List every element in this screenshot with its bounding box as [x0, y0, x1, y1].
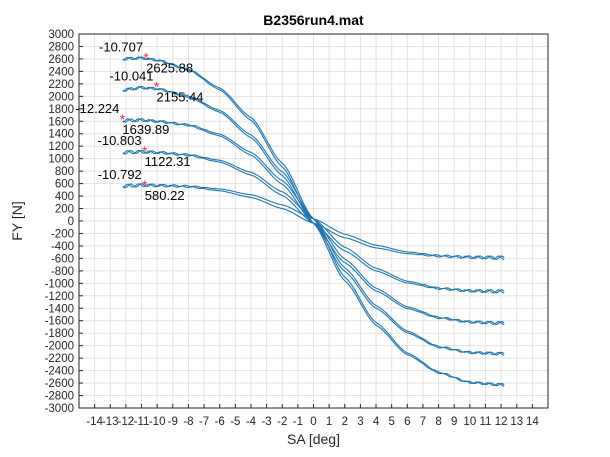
x-tick-label: 6	[404, 416, 410, 428]
y-tick-label: 400	[55, 191, 74, 203]
y-tick-label: 2200	[48, 79, 74, 91]
x-tick-label: -4	[246, 416, 257, 428]
data-tip-x: -10.707	[99, 39, 143, 54]
y-tick-label: 2800	[48, 41, 74, 53]
x-tick-label: 13	[510, 416, 523, 428]
data-tip-y: 2625.88	[146, 60, 193, 75]
x-tick-label: 14	[526, 416, 539, 428]
x-axis-label: SA [deg]	[287, 431, 340, 447]
x-tick-label: 1	[326, 416, 332, 428]
y-tick-label: 1600	[48, 116, 74, 128]
series-line	[122, 183, 505, 261]
data-tip-marker: *	[154, 79, 160, 95]
x-tick-label: -14	[86, 416, 103, 428]
data-tip: *-10.041 2155.44	[109, 69, 203, 105]
x-tick-label: -9	[168, 416, 178, 428]
x-tick-label: 10	[463, 416, 476, 428]
y-tick-label: 2600	[48, 54, 74, 66]
x-tick-label: 4	[373, 416, 380, 428]
data-tip-marker: *	[142, 177, 148, 193]
y-tick-label: -800	[51, 266, 74, 278]
x-tick-label: 3	[357, 416, 363, 428]
y-tick-label: 2000	[48, 91, 74, 103]
y-tick-label: 3000	[48, 29, 74, 41]
x-tick-label: 9	[451, 416, 457, 428]
y-tick-label: 800	[55, 166, 74, 178]
series-line	[122, 183, 505, 260]
data-tip-x: -10.803	[98, 133, 142, 148]
y-tick-label: 1200	[48, 141, 74, 153]
y-tick-label: -1000	[45, 278, 74, 290]
y-tick-label: 0	[68, 216, 74, 228]
x-tick-label: -12	[118, 416, 135, 428]
y-tick-label: -1400	[45, 303, 74, 315]
x-tick-label: 7	[420, 416, 426, 428]
y-tick-label: 2400	[48, 66, 74, 78]
y-tick-label: -600	[51, 253, 74, 265]
data-tip-marker: *	[143, 49, 149, 65]
data-tip-marker: *	[142, 143, 148, 159]
y-tick-label: 1400	[48, 129, 74, 141]
y-tick-label: 600	[55, 179, 74, 191]
y-tick-label: -2400	[45, 366, 74, 378]
data-tip-y: 1639.89	[122, 122, 169, 137]
tick-labels: -14 -13 -12 -11 -10 -9 -8 -7 -6 -5 -4 -3 -2 -1 0 1 2 3 4 5 6…	[45, 29, 540, 428]
y-tick-label: -1600	[45, 316, 74, 328]
y-tick-label: 200	[55, 204, 74, 216]
x-tick-label: -5	[230, 416, 240, 428]
y-axis-label: FY [N]	[9, 201, 25, 240]
y-tick-label: -2800	[45, 391, 74, 403]
x-tick-label: 5	[388, 416, 394, 428]
x-tick-label: -11	[134, 416, 150, 428]
x-tick-label: 12	[495, 416, 508, 428]
data-tip-y: 1122.31	[145, 154, 191, 169]
y-tick-label: -1800	[45, 328, 74, 340]
chart-title: B2356run4.mat	[263, 12, 364, 28]
y-tick-label: -2600	[45, 378, 74, 390]
data-tips: *-10.7072625.88*-10.0412155.44*-12.22416…	[75, 39, 203, 203]
data-tip-x: -10.792	[98, 167, 142, 182]
data-tip-y: 580.22	[145, 188, 185, 203]
data-series	[122, 56, 505, 387]
y-tick-label: -2200	[45, 353, 74, 365]
grid-lines	[79, 33, 548, 409]
x-tick-label: -7	[199, 416, 209, 428]
x-tick-label: -6	[215, 416, 225, 428]
y-tick-label: -400	[51, 241, 74, 253]
y-tick-label: -200	[51, 228, 74, 240]
series-5	[122, 183, 505, 261]
x-tick-label: -2	[277, 416, 287, 428]
x-tick-label: 11	[479, 416, 491, 428]
x-tick-label: 8	[435, 416, 441, 428]
data-tip-marker: *	[120, 111, 126, 127]
x-tick-label: -13	[102, 416, 119, 428]
y-tick-label: -3000	[45, 403, 74, 415]
y-tick-label: 1000	[48, 154, 74, 166]
x-tick-label: -8	[183, 416, 193, 428]
x-tick-label: -1	[293, 416, 303, 428]
x-tick-label: 2	[342, 416, 348, 428]
y-tick-label: 1800	[48, 104, 74, 116]
y-tick-label: -1200	[45, 291, 74, 303]
x-tick-label: -3	[261, 416, 271, 428]
data-tip-y: 2155.44	[157, 90, 204, 105]
y-tick-label: -2000	[45, 341, 74, 353]
x-tick-label: -10	[149, 416, 166, 428]
x-tick-label: 0	[310, 416, 316, 428]
data-tip-x: -10.041	[109, 69, 153, 84]
data-tip-x: -12.224	[75, 101, 119, 116]
